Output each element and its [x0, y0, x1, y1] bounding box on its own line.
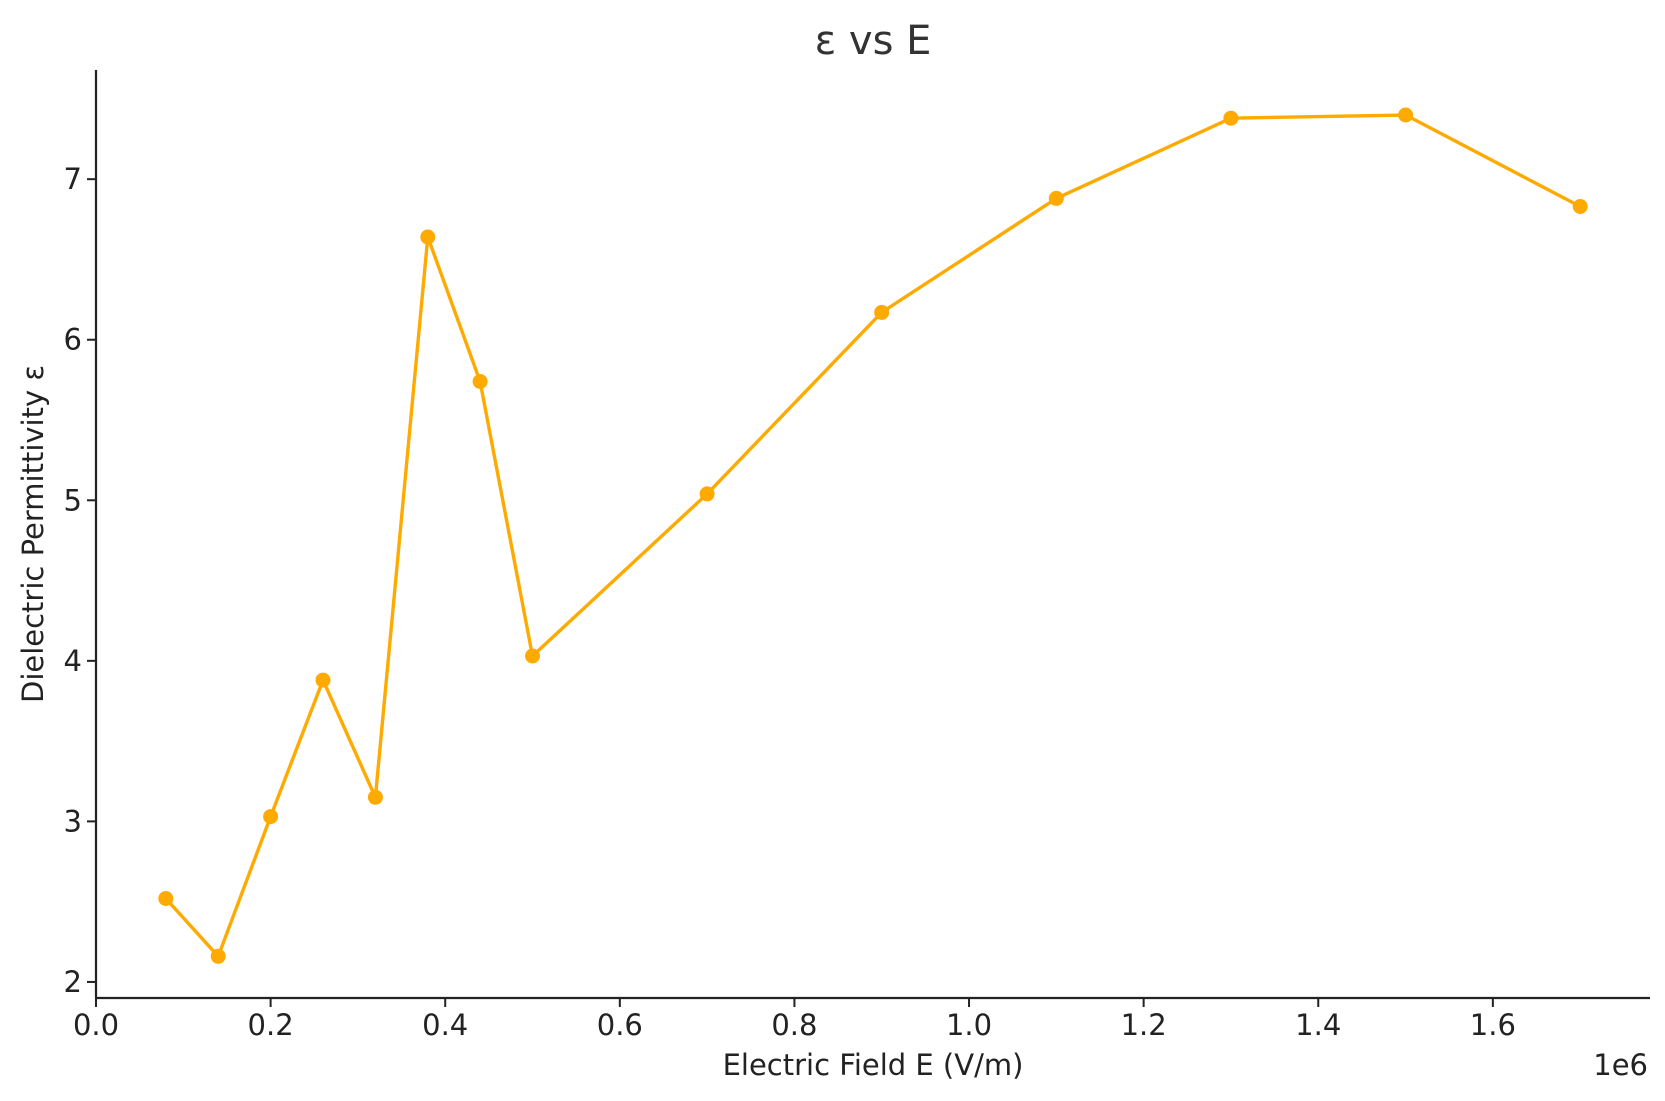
data-point — [699, 486, 715, 502]
x-tick-label: 1.4 — [1295, 1008, 1341, 1042]
y-tick-label: 3 — [64, 804, 82, 838]
x-tick-label: 0.6 — [597, 1008, 643, 1042]
data-point — [1398, 107, 1414, 123]
data-point — [210, 948, 226, 964]
x-tick-label: 0.2 — [248, 1008, 294, 1042]
x-tick-label: 0.4 — [422, 1008, 468, 1042]
x-tick-label: 0.8 — [771, 1008, 817, 1042]
series-line — [164, 113, 1582, 958]
series-layer — [158, 107, 1588, 964]
y-tick-label: 2 — [64, 965, 82, 999]
x-tick-label: 1.2 — [1121, 1008, 1167, 1042]
y-tick-label: 7 — [64, 162, 82, 196]
data-point — [874, 304, 890, 320]
y-axis-label: Dielectric Permittivity ε — [16, 365, 50, 703]
y-tick-label: 5 — [64, 483, 82, 517]
data-point — [158, 891, 174, 906]
y-tick-label: 6 — [64, 323, 82, 357]
y-tick-label: 4 — [64, 644, 82, 678]
x-tick-label: 1.0 — [946, 1008, 992, 1042]
data-point — [1223, 110, 1239, 126]
data-point — [367, 789, 383, 805]
data-point — [263, 809, 279, 825]
x-axis-offset-label: 1e6 — [1593, 1048, 1648, 1082]
axes — [94, 70, 1650, 1000]
x-tick-label: 0.0 — [73, 1008, 119, 1042]
data-point — [315, 672, 331, 688]
data-point — [1048, 190, 1064, 206]
data-point — [420, 229, 436, 245]
chart-title: ε vs E — [815, 18, 932, 64]
data-point — [1572, 199, 1588, 214]
data-point — [472, 374, 488, 389]
x-ticks: 0.0 0.2 0.4 0.6 0.8 1.0 1.2 1.4 1.6 — [73, 998, 1516, 1042]
x-tick-label: 1.6 — [1470, 1008, 1516, 1042]
y-ticks: 2 3 4 5 6 7 — [64, 162, 96, 999]
data-point — [525, 648, 540, 664]
x-axis-label: Electric Field E (V/m) — [723, 1048, 1024, 1082]
